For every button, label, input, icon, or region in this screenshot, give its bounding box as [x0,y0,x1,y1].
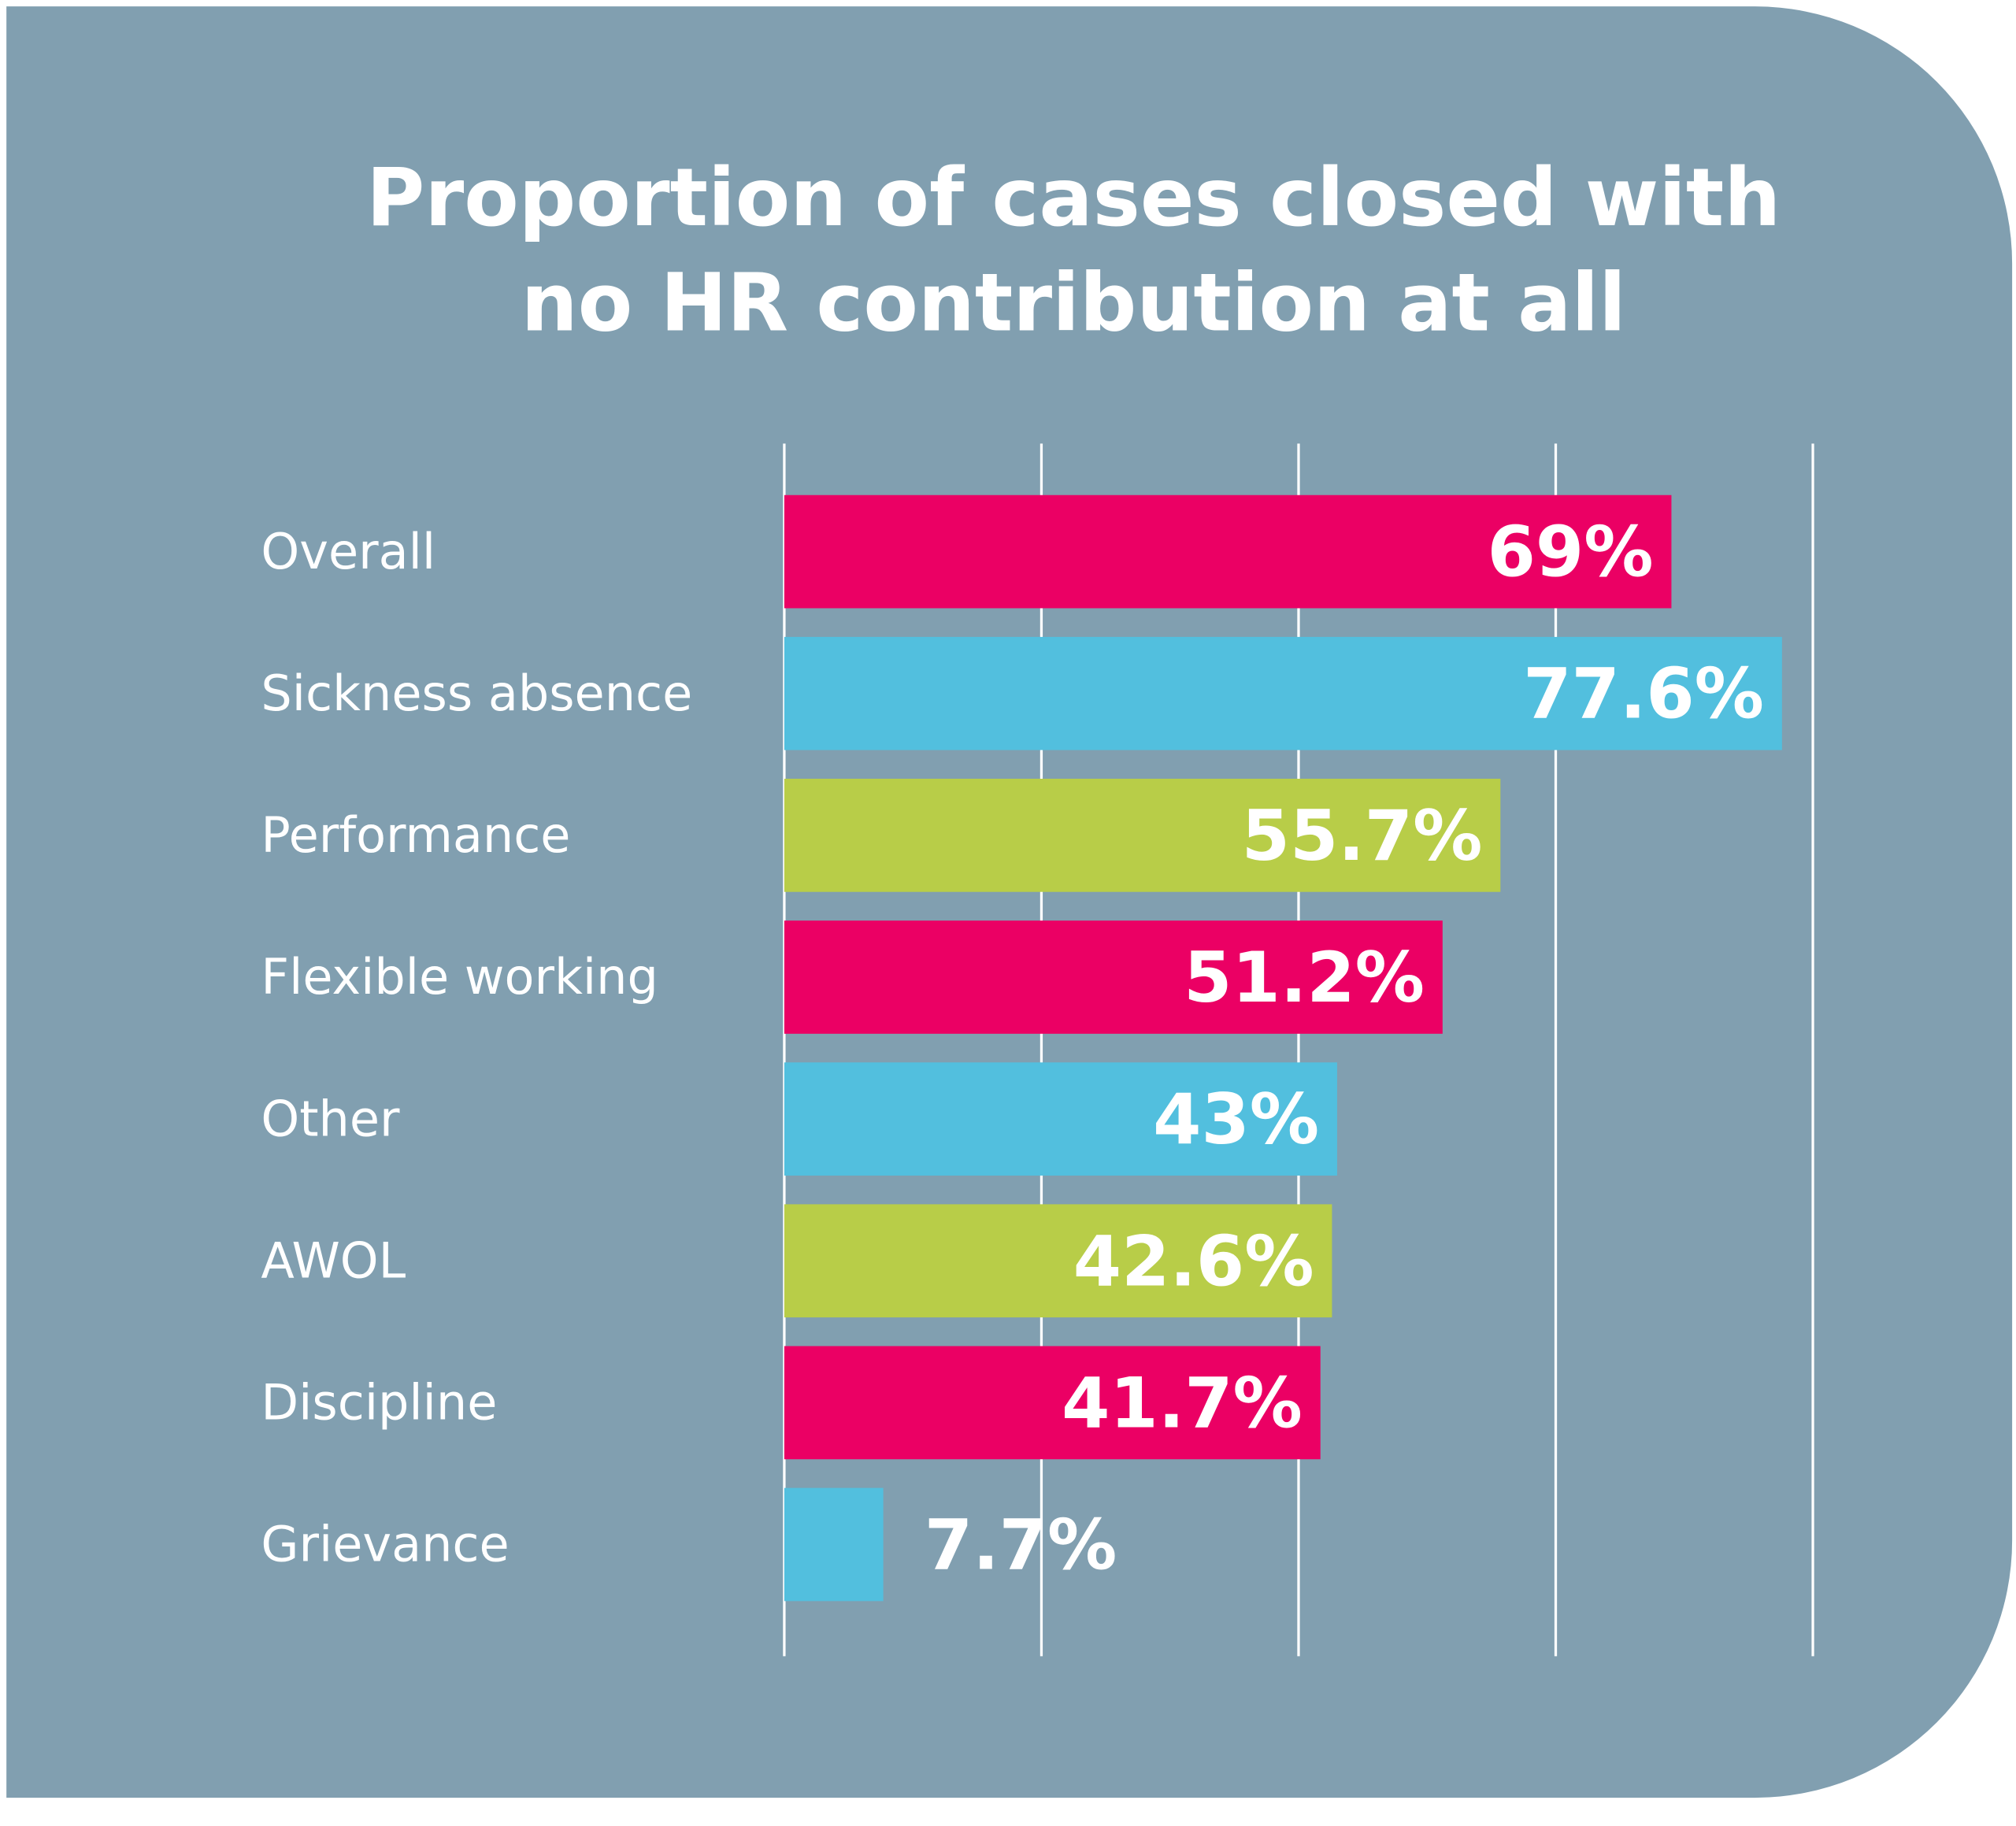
category-label: Grievance [261,1516,509,1573]
data-label: 77.6% [1523,654,1764,735]
bar [784,920,1443,1034]
data-label: 55.7% [1242,795,1483,876]
data-label: 42.6% [1073,1220,1314,1302]
category-label: Flexible working [261,948,658,1006]
chart-background-panel [6,6,2013,1798]
bar [784,1204,1332,1318]
category-label: Sickness absence [261,665,692,722]
data-label: 51.2% [1184,937,1425,1018]
chart-title-line-2: no HR contribution at all [521,257,1626,350]
category-label: AWOL [261,1232,406,1289]
bar [784,636,1782,750]
bar [784,1062,1337,1176]
category-label: Other [261,1090,400,1147]
data-label: 43% [1153,1079,1319,1160]
category-label: Discipline [261,1374,497,1432]
bar [784,494,1672,609]
bar [784,1487,884,1602]
bar [784,779,1501,892]
data-label: 69% [1488,512,1654,593]
category-label: Overall [261,523,435,580]
bar [784,1346,1321,1460]
bars: Overall 69% Sickness absence 77.6% Performan… [261,494,1782,1602]
chart-title-line-1: Proportion of cases closed with [366,151,1781,244]
category-label: Performance [261,806,570,864]
data-label: 7.7% [925,1505,1117,1586]
data-label: 41.7% [1062,1362,1303,1443]
